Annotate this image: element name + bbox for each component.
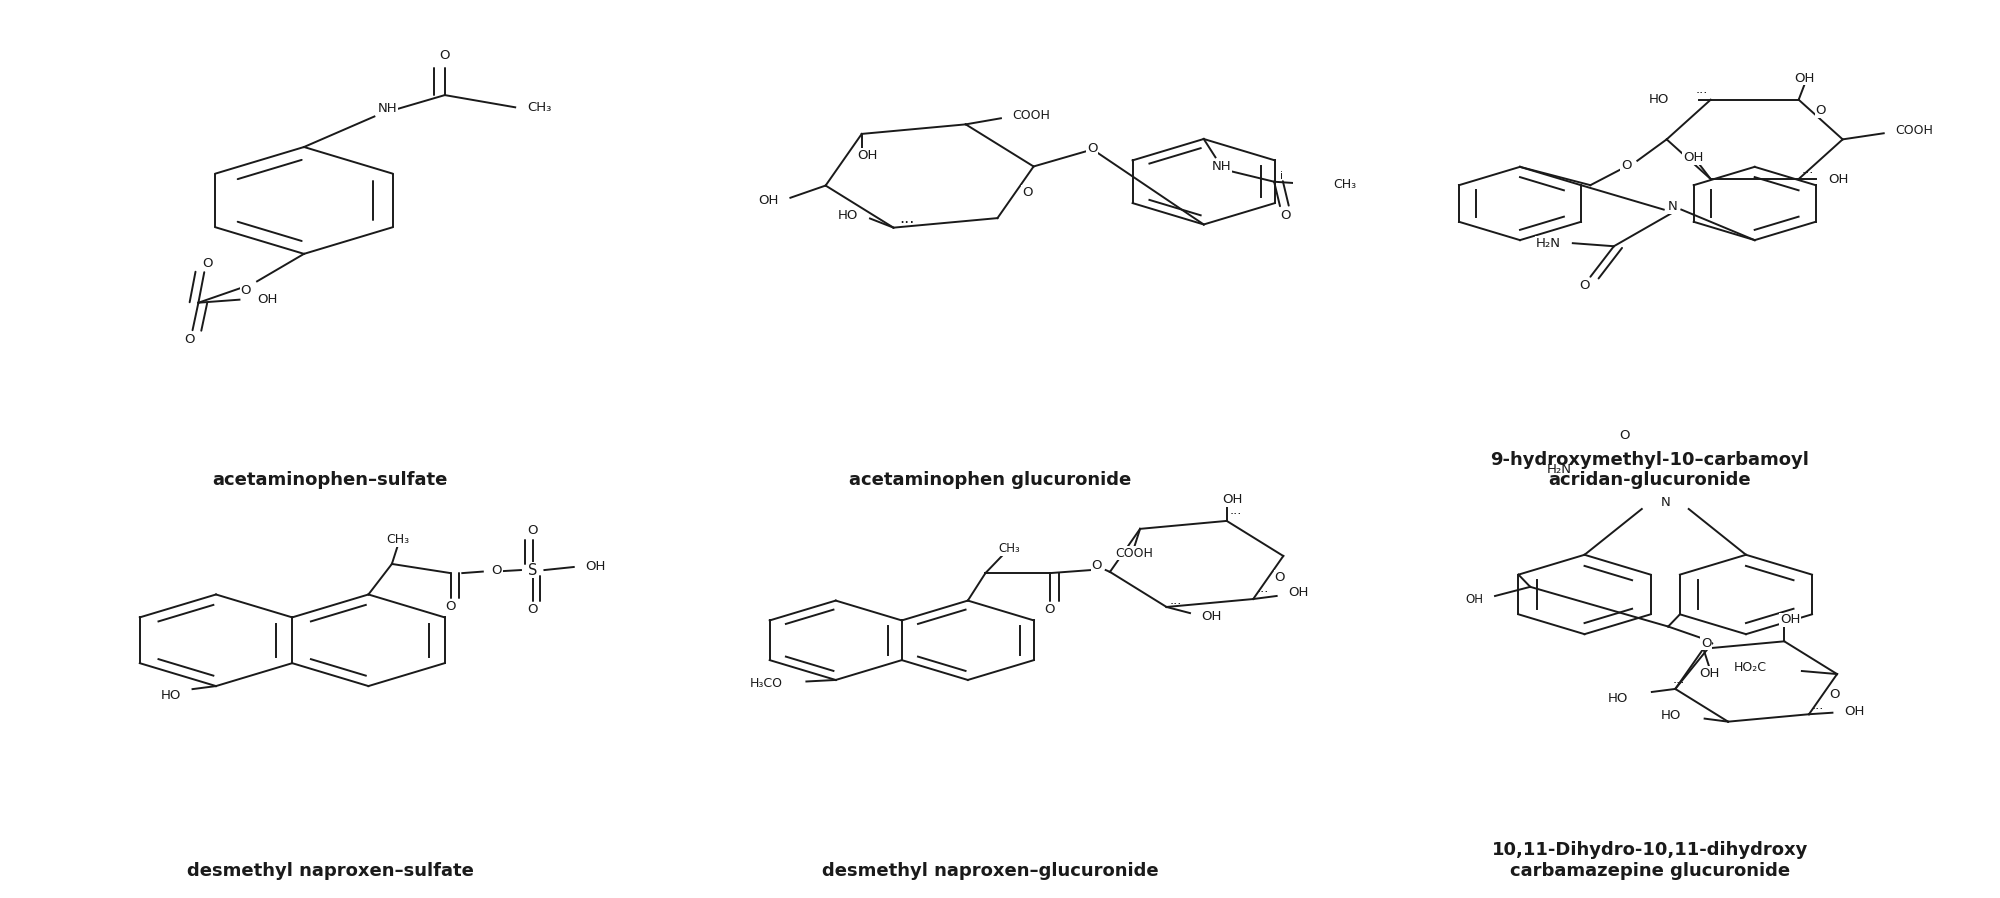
Text: O: O	[1088, 142, 1098, 154]
Text: O: O	[1816, 104, 1826, 117]
Text: ···: ···	[1256, 586, 1268, 599]
Text: HO: HO	[1650, 93, 1670, 106]
Text: acetaminophen glucuronide: acetaminophen glucuronide	[848, 471, 1132, 489]
Text: 9-hydroxymethyl-10–carbamoyl
acridan-glucuronide: 9-hydroxymethyl-10–carbamoyl acridan-glu…	[1490, 451, 1810, 489]
Text: O: O	[1620, 159, 1632, 172]
Text: 10,11-Dihydro-10,11-dihydroxy
carbamazepine glucuronide: 10,11-Dihydro-10,11-dihydroxy carbamazep…	[1492, 841, 1808, 880]
Text: H₂N: H₂N	[1546, 462, 1572, 476]
Text: OH: OH	[1466, 593, 1484, 605]
Text: HO: HO	[838, 209, 858, 222]
Text: OH: OH	[758, 194, 778, 207]
Text: O: O	[1280, 209, 1292, 222]
Text: ···: ···	[900, 216, 914, 231]
Text: ···: ···	[1230, 508, 1242, 521]
Text: NH: NH	[378, 102, 396, 115]
Text: O: O	[1092, 559, 1102, 572]
Text: OH: OH	[1682, 151, 1704, 164]
Text: OH: OH	[1828, 172, 1848, 186]
Text: N: N	[1668, 200, 1678, 213]
Text: O: O	[202, 257, 212, 269]
Text: HO: HO	[1660, 709, 1682, 722]
Text: O: O	[1044, 603, 1056, 616]
Text: OH: OH	[1780, 613, 1800, 627]
Text: O: O	[184, 333, 194, 346]
Text: CH₃: CH₃	[526, 101, 552, 114]
Text: HO: HO	[160, 689, 180, 701]
Text: OH: OH	[1202, 610, 1222, 622]
Text: O: O	[1274, 571, 1286, 584]
Text: O: O	[440, 48, 450, 62]
Text: O: O	[1618, 429, 1630, 442]
Text: OH: OH	[1700, 666, 1720, 680]
Text: OH: OH	[1288, 586, 1308, 600]
Text: ···: ···	[1802, 168, 1814, 180]
Text: OH: OH	[1794, 72, 1814, 84]
Text: ···: ···	[1672, 677, 1684, 691]
Text: O: O	[1702, 637, 1712, 650]
Text: H₂N: H₂N	[1536, 237, 1562, 250]
Text: desmethyl naproxen–sulfate: desmethyl naproxen–sulfate	[186, 862, 474, 880]
Text: ···: ···	[1696, 86, 1708, 100]
Text: COOH: COOH	[1012, 109, 1050, 122]
Text: i: i	[1280, 171, 1282, 180]
Text: H₃CO: H₃CO	[750, 676, 782, 690]
Text: HO₂C: HO₂C	[1734, 662, 1766, 674]
Text: O: O	[1022, 186, 1032, 198]
Text: HO: HO	[1608, 691, 1628, 705]
Text: COOH: COOH	[1116, 547, 1154, 559]
Text: NH: NH	[1212, 160, 1232, 173]
Text: COOH: COOH	[1896, 124, 1934, 136]
Text: O: O	[1830, 688, 1840, 700]
Text: OH: OH	[258, 293, 278, 306]
Text: O: O	[446, 600, 456, 613]
Text: O: O	[528, 603, 538, 616]
Text: OH: OH	[858, 149, 878, 162]
Text: S: S	[528, 562, 538, 577]
Text: CH₃: CH₃	[386, 533, 410, 546]
Text: OH: OH	[586, 560, 606, 574]
Text: OH: OH	[1844, 705, 1864, 718]
Text: N: N	[1660, 497, 1670, 509]
Text: O: O	[492, 564, 502, 577]
Text: O: O	[1580, 279, 1590, 293]
Text: O: O	[528, 524, 538, 537]
Text: ···: ···	[1170, 598, 1182, 612]
Text: ···: ···	[1812, 703, 1824, 716]
Text: desmethyl naproxen–glucuronide: desmethyl naproxen–glucuronide	[822, 862, 1158, 880]
Text: OH: OH	[1222, 493, 1242, 506]
Text: CH₃: CH₃	[998, 542, 1020, 555]
Text: CH₃: CH₃	[1332, 179, 1356, 191]
Text: O: O	[240, 285, 252, 297]
Text: acetaminophen–sulfate: acetaminophen–sulfate	[212, 471, 448, 489]
